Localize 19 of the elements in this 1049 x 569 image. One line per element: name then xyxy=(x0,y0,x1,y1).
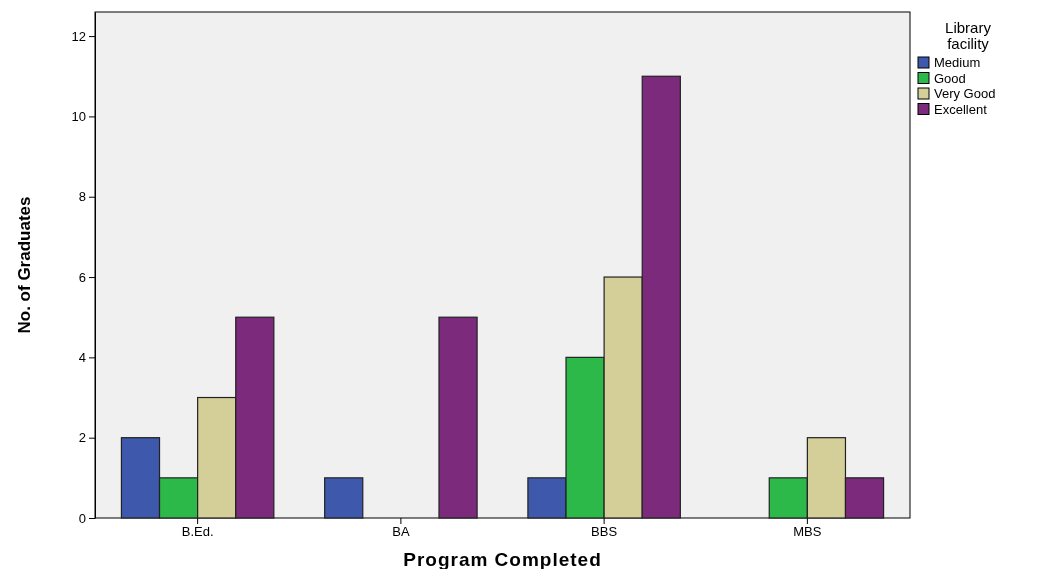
legend-label: Good xyxy=(934,70,966,86)
bar xyxy=(324,477,364,519)
y-tick-label: 12 xyxy=(71,28,86,44)
legend-label: Medium xyxy=(934,55,981,70)
x-tick-label: MBS xyxy=(793,524,822,540)
y-tick-label: 8 xyxy=(78,189,86,205)
legend-label: Excellent xyxy=(934,101,988,117)
bar xyxy=(438,316,478,519)
y-tick-label: 0 xyxy=(78,510,86,526)
y-axis-title: No. of Graduates xyxy=(15,196,34,334)
x-tick-label: B.Ed. xyxy=(181,524,214,540)
y-tick-label: 2 xyxy=(78,430,86,446)
y-tick-label: 10 xyxy=(71,109,86,125)
legend-label: Very Good xyxy=(934,86,996,101)
x-tick-label: BBS xyxy=(591,524,618,540)
y-tick-label: 6 xyxy=(78,269,86,285)
x-tick-label: BA xyxy=(392,524,410,540)
legend-title: Library facility xyxy=(945,19,992,52)
y-tick-label: 4 xyxy=(78,350,86,366)
